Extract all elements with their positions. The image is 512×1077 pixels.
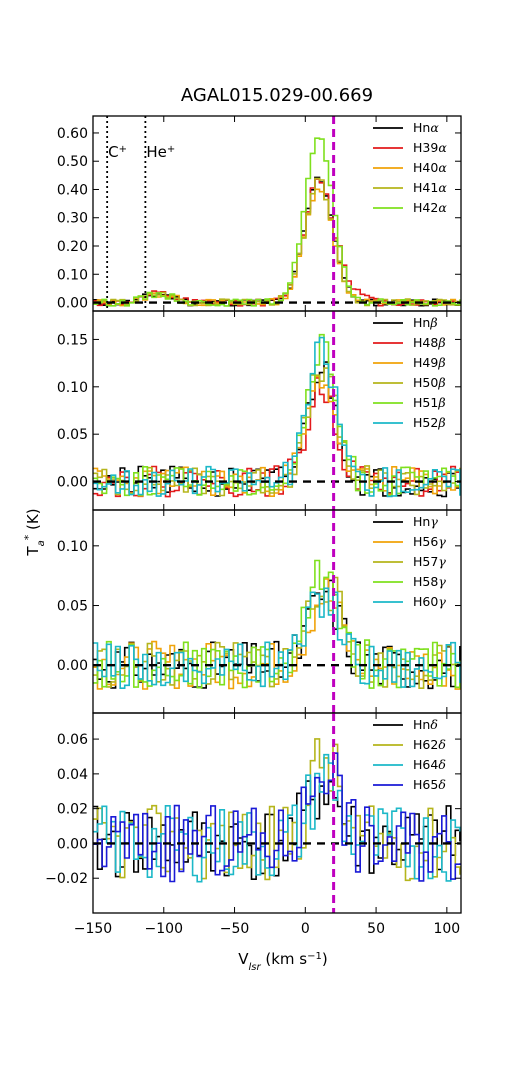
x-tick-label: −100 [145, 921, 183, 937]
legend-entry: H52β [413, 415, 446, 430]
panel-1: C+ He+ 0.00 0.10 0.20 0.30 0.40 0.50 0.60 Hnα H39α… [57, 115, 462, 312]
y-tick-label: 0.30 [57, 211, 88, 227]
series-line-h39 [93, 178, 461, 307]
legend-entry: Hnβ [413, 315, 438, 330]
panel-3: 0.00 0.05 0.10 Hnγ H56γ H57γ H58γ H60γ [57, 509, 462, 714]
series-line-h40 [93, 188, 461, 307]
legend-entry: H65δ [413, 777, 446, 792]
y-tick-label: 0.00 [57, 658, 88, 674]
legend: Hnα H39α H40α H41α H42α [373, 120, 447, 215]
annotation-label: C+ [108, 143, 127, 161]
legend-entry: H51β [413, 395, 446, 410]
y-axis-label: Ta* (K) [22, 508, 47, 556]
panel-traces [93, 738, 461, 883]
series-line-h41 [93, 177, 461, 307]
legend-entry: H58γ [413, 574, 446, 589]
y-tick-label: 0.02 [57, 802, 88, 818]
y-tick-label: 0.05 [57, 427, 88, 443]
series-line-h52 [93, 336, 461, 498]
y-tick-label: 0.04 [57, 767, 88, 783]
y-tick-label: 0.20 [57, 239, 88, 255]
legend-entry: Hnα [413, 120, 439, 135]
y-tick-label: 0.60 [57, 126, 88, 142]
panels-group: C+ He+ 0.00 0.10 0.20 0.30 0.40 0.50 0.60 Hnα H39α… [45, 115, 462, 914]
series-line-h42 [93, 137, 461, 307]
x-tick-label: −150 [74, 921, 112, 937]
legend-entry: Hnδ [413, 717, 438, 732]
legend-entry: H39α [413, 140, 447, 155]
panel-4: −0.02 0.00 0.02 0.04 0.06 Hnδ H62δ H64δ H65δ [45, 712, 462, 914]
legend: Hnγ H56γ H57γ H58γ H60γ [373, 514, 446, 609]
legend-entry: H62δ [413, 737, 446, 752]
legend: Hnδ H62δ H64δ H65δ [373, 717, 446, 792]
legend-entry: H57γ [413, 554, 446, 569]
x-tick-label: −50 [220, 921, 250, 937]
legend-entry: H40α [413, 160, 447, 175]
panel-traces [93, 559, 461, 690]
y-tick-label: 0.50 [57, 154, 88, 170]
legend-entry: H56γ [413, 534, 446, 549]
y-tick-label: 0.00 [57, 296, 88, 312]
y-tick-label: 0.06 [57, 732, 88, 748]
y-tick-label: 0.10 [57, 267, 88, 283]
y-tick-label: 0.05 [57, 599, 88, 615]
series-line-h65 [93, 752, 461, 883]
y-tick-label: 0.15 [57, 332, 88, 348]
legend: Hnβ H48β H49β H50β H51β H52β [373, 315, 446, 430]
y-tick-label: 0.00 [57, 836, 88, 852]
x-tick-label: 100 [433, 921, 460, 937]
chart-title: AGAL015.029-00.669 [181, 85, 373, 106]
legend-entry: H48β [413, 335, 446, 350]
panel-frame [92, 712, 462, 914]
series-line-hn [93, 176, 461, 307]
legend-entry: H64δ [413, 757, 446, 772]
x-axis-label: Vlsr (km s−1) [238, 950, 328, 973]
y-tick-label: −0.02 [45, 871, 88, 887]
panel-2: 0.00 0.05 0.10 0.15 Hnβ H48β H49β H50β H51β H52β [57, 310, 462, 511]
legend-entry: H49β [413, 355, 446, 370]
panel-traces [93, 333, 461, 498]
y-tick-label: 0.40 [57, 182, 88, 198]
x-tick-label: 50 [367, 921, 385, 937]
y-tick-label: 0.10 [57, 380, 88, 396]
panel-traces [93, 137, 461, 307]
legend-entry: H50β [413, 375, 446, 390]
legend-entry: H42α [413, 200, 447, 215]
legend-entry: H41α [413, 180, 447, 195]
x-tick-label: 0 [301, 921, 310, 937]
y-tick-label: 0.00 [57, 475, 88, 491]
annotation-label: He+ [146, 143, 175, 161]
series-line-h60 [93, 587, 461, 689]
x-tick-labels: −150 −100 −50 0 50 100 [74, 921, 460, 937]
legend-entry: H60γ [413, 594, 446, 609]
y-tick-label: 0.10 [57, 539, 88, 555]
legend-entry: Hnγ [413, 514, 438, 529]
